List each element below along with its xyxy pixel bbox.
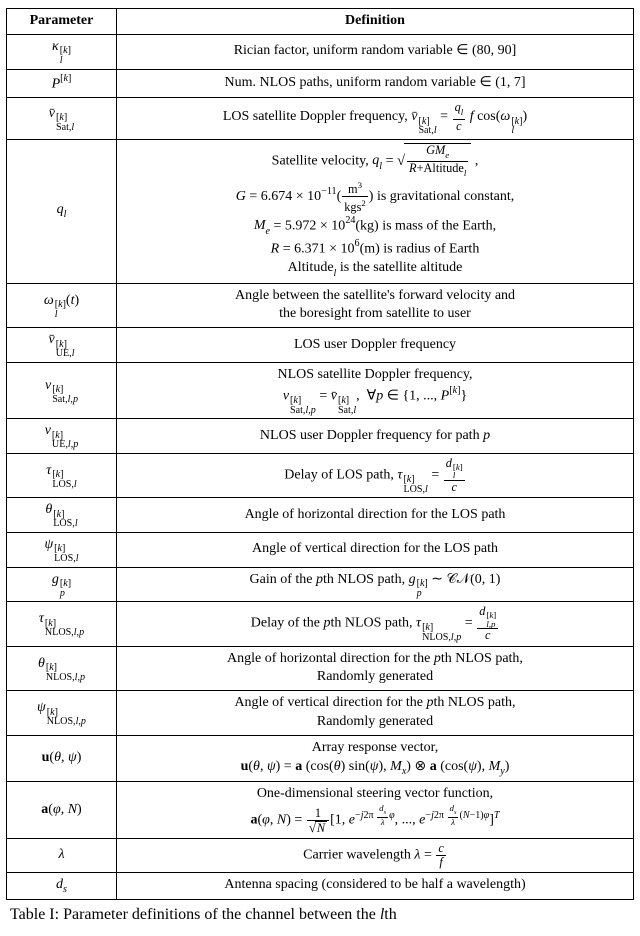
definition-cell: Carrier wavelength λ = cf xyxy=(117,838,634,872)
parameter-cell: v[k]Sat,l,p xyxy=(7,362,117,418)
definition-cell: Rician factor, uniform random variable ∈… xyxy=(117,34,634,69)
parameter-cell: ql xyxy=(7,139,117,283)
definition-cell: LOS user Doppler frequency xyxy=(117,328,634,363)
parameter-cell: a(φ, N) xyxy=(7,782,117,838)
definition-cell: Angle of horizontal direction for the pt… xyxy=(117,646,634,691)
parameter-cell: κ[k]l xyxy=(7,34,117,69)
table-row: v[k]Sat,l,pNLOS satellite Doppler freque… xyxy=(7,362,634,418)
table-row: v̄[k]UE,lLOS user Doppler frequency xyxy=(7,328,634,363)
parameter-cell: v̄[k]Sat,l xyxy=(7,98,117,140)
parameter-cell: ψ[k]NLOS,l,p xyxy=(7,691,117,736)
definition-cell: Angle of vertical direction for the pth … xyxy=(117,691,634,736)
parameter-cell: ψ[k]LOS,l xyxy=(7,532,117,567)
table-row: dsAntenna spacing (considered to be half… xyxy=(7,872,634,899)
definition-cell: Angle between the satellite's forward ve… xyxy=(117,283,634,328)
definition-cell: Antenna spacing (considered to be half a… xyxy=(117,872,634,899)
definition-cell: Angle of vertical direction for the LOS … xyxy=(117,532,634,567)
table-row: τ[k]LOS,lDelay of LOS path, τ[k]LOS,l = … xyxy=(7,453,634,497)
table-row: ψ[k]LOS,lAngle of vertical direction for… xyxy=(7,532,634,567)
definition-cell: Delay of the pth NLOS path, τ[k]NLOS,l,p… xyxy=(117,602,634,646)
parameter-cell: τ[k]NLOS,l,p xyxy=(7,602,117,646)
definition-cell: Satellite velocity, ql = GMeR+Altitudel … xyxy=(117,139,634,283)
header-parameter: Parameter xyxy=(7,9,117,35)
table-row: θ[k]LOS,lAngle of horizontal direction f… xyxy=(7,498,634,533)
table-body: κ[k]lRician factor, uniform random varia… xyxy=(7,34,634,899)
table-row: κ[k]lRician factor, uniform random varia… xyxy=(7,34,634,69)
parameter-cell: P[k] xyxy=(7,69,117,98)
parameter-cell: u(θ, ψ) xyxy=(7,736,117,782)
table-row: qlSatellite velocity, ql = GMeR+Altitude… xyxy=(7,139,634,283)
parameter-cell: ω[k]l(t) xyxy=(7,283,117,328)
table-header-row: Parameter Definition xyxy=(7,9,634,35)
parameter-cell: g[k]p xyxy=(7,567,117,602)
parameter-cell: θ[k]LOS,l xyxy=(7,498,117,533)
definition-cell: Array response vector,u(θ, ψ) = a (cos(θ… xyxy=(117,736,634,782)
table-row: g[k]pGain of the pth NLOS path, g[k]p ∼ … xyxy=(7,567,634,602)
parameter-cell: v̄[k]UE,l xyxy=(7,328,117,363)
header-definition: Definition xyxy=(117,9,634,35)
definition-cell: Num. NLOS paths, uniform random variable… xyxy=(117,69,634,98)
parameter-cell: λ xyxy=(7,838,117,872)
parameter-cell: θ[k]NLOS,l,p xyxy=(7,646,117,691)
table-row: v̄[k]Sat,lLOS satellite Doppler frequenc… xyxy=(7,98,634,140)
table-row: λCarrier wavelength λ = cf xyxy=(7,838,634,872)
definition-cell: NLOS user Doppler frequency for path p xyxy=(117,419,634,454)
table-row: ω[k]l(t)Angle between the satellite's fo… xyxy=(7,283,634,328)
caption-text: Table I: Parameter definitions of the ch… xyxy=(10,906,397,923)
definition-cell: One-dimensional steering vector function… xyxy=(117,782,634,838)
parameter-cell: ds xyxy=(7,872,117,899)
parameter-cell: v[k]UE,l,p xyxy=(7,419,117,454)
table-row: a(φ, N)One-dimensional steering vector f… xyxy=(7,782,634,838)
table-row: P[k]Num. NLOS paths, uniform random vari… xyxy=(7,69,634,98)
definition-cell: LOS satellite Doppler frequency, v̄[k]Sa… xyxy=(117,98,634,140)
table-row: u(θ, ψ)Array response vector,u(θ, ψ) = a… xyxy=(7,736,634,782)
table-row: v[k]UE,l,pNLOS user Doppler frequency fo… xyxy=(7,419,634,454)
parameter-definitions-table: Parameter Definition κ[k]lRician factor,… xyxy=(6,8,634,900)
parameter-cell: τ[k]LOS,l xyxy=(7,453,117,497)
table-row: τ[k]NLOS,l,pDelay of the pth NLOS path, … xyxy=(7,602,634,646)
table-row: ψ[k]NLOS,l,pAngle of vertical direction … xyxy=(7,691,634,736)
table-row: θ[k]NLOS,l,pAngle of horizontal directio… xyxy=(7,646,634,691)
definition-cell: NLOS satellite Doppler frequency,v[k]Sat… xyxy=(117,362,634,418)
table-caption: Table I: Parameter definitions of the ch… xyxy=(6,906,634,924)
definition-cell: Angle of horizontal direction for the LO… xyxy=(117,498,634,533)
definition-cell: Delay of LOS path, τ[k]LOS,l = d[k]lc xyxy=(117,453,634,497)
definition-cell: Gain of the pth NLOS path, g[k]p ∼ 𝒞𝒩(0,… xyxy=(117,567,634,602)
